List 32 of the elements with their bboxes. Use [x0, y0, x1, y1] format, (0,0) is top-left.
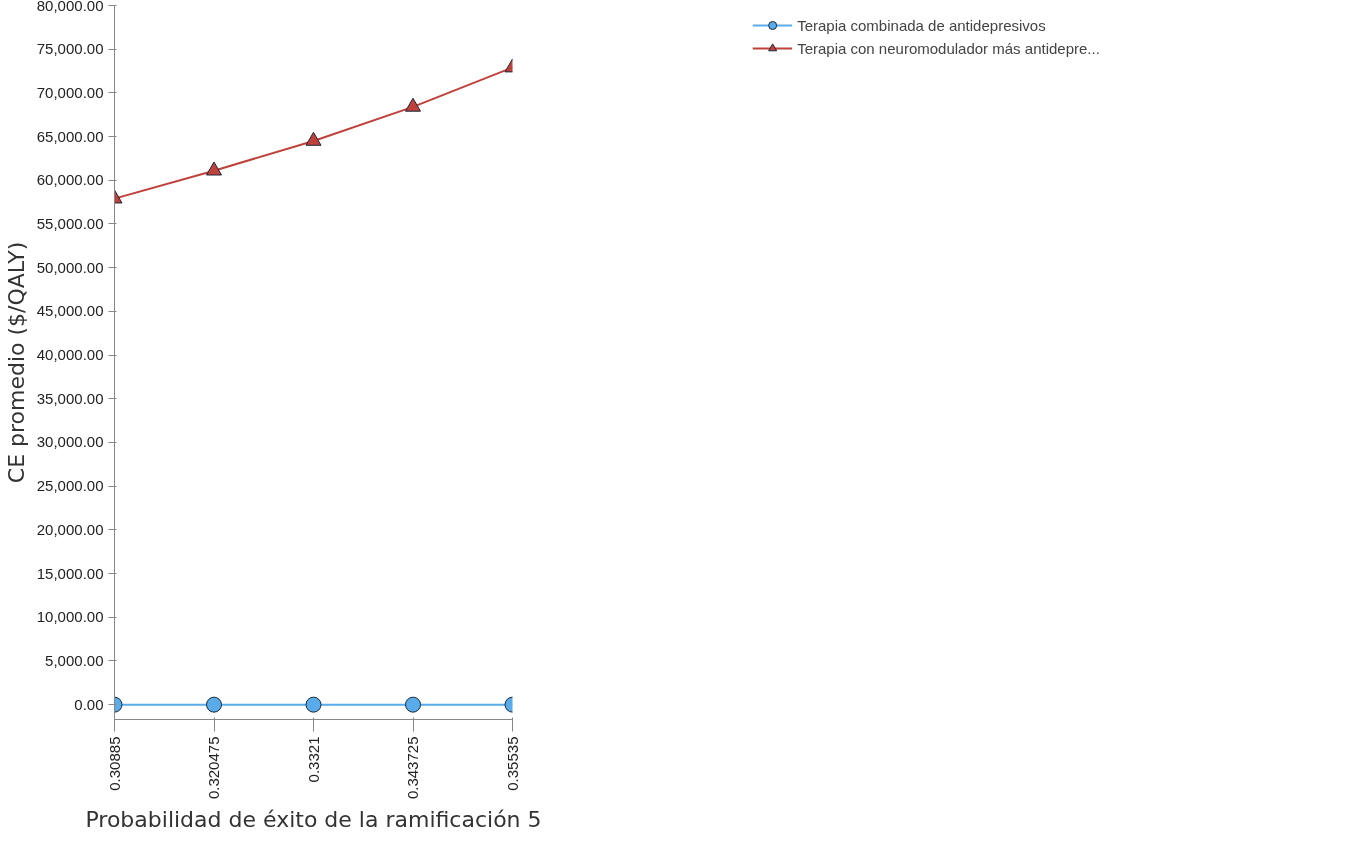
point	[206, 696, 222, 713]
x-tick-label: 0.343725	[404, 736, 421, 800]
point	[206, 161, 222, 176]
x-tick-label: 0.35535	[503, 736, 521, 791]
x-tick-label: 0.30885	[105, 736, 123, 791]
y-tick-label: 35,000.00	[36, 389, 104, 407]
y-tick-label: 45,000.00	[36, 302, 104, 320]
y-tick-label: 15,000.00	[36, 564, 104, 582]
legend-label: Terapia con neuromodulador más antidepre...	[797, 39, 1100, 57]
y-tick-label: 55,000.00	[36, 214, 104, 232]
point	[305, 696, 322, 713]
x-axis-title: Probabilidad de éxito de la ramificación 5	[85, 807, 542, 833]
point	[405, 696, 421, 713]
point	[305, 131, 322, 146]
y-tick-label: 30,000.00	[36, 433, 104, 451]
y-tick-label: 20,000.00	[36, 520, 104, 538]
point	[405, 97, 421, 112]
legend-label: Terapia combinada de antidepresivos	[797, 16, 1046, 34]
x-tick-label: 0.3321	[304, 736, 322, 783]
y-tick-label: 5,000.00	[45, 651, 104, 669]
y-tick-label: 65,000.00	[36, 127, 104, 145]
y-tick-label: 25,000.00	[36, 477, 104, 495]
y-tick-label: 40,000.00	[36, 346, 104, 364]
y-tick-label: 70,000.00	[36, 83, 104, 101]
y-tick-label: 10,000.00	[36, 608, 104, 626]
y-tick-label: 0.00	[74, 695, 104, 713]
y-tick-label: 50,000.00	[36, 258, 104, 276]
y-tick-label: 75,000.00	[36, 40, 104, 58]
y-tick-label: 60,000.00	[36, 171, 104, 189]
x-tick-label: 0.320475	[205, 736, 222, 800]
y-axis-title: CE promedio ($/QALY)	[3, 241, 29, 484]
y-tick-label: 80,000.00	[36, 0, 104, 14]
